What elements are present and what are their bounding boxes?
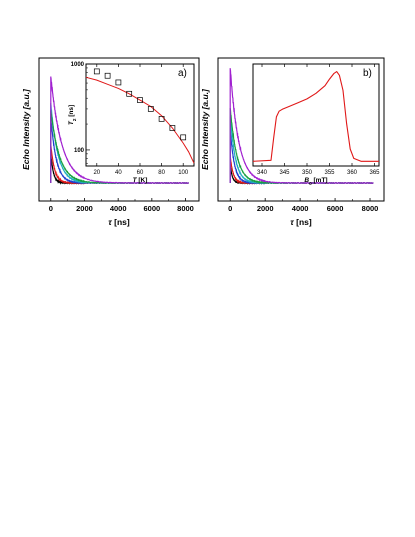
panel-a-x-tick-label: 6000 — [143, 204, 160, 213]
panel-b-x-tick-label: 2000 — [257, 204, 274, 213]
panel-a-inset-data-point — [115, 79, 122, 86]
panel-b-inset-frame — [252, 63, 380, 167]
panel-a-inset-x-tick-label: 40 — [115, 170, 122, 176]
panel-a-x-tick-label: 4000 — [110, 204, 127, 213]
panel-a-inset-x-tick-label: 20 — [93, 170, 100, 176]
panel-b-inset-spectrum-line — [252, 71, 379, 162]
panel-b: 0 2000 4000 6000 8000 τ [ns] Echo Intensity [a… — [200, 57, 385, 227]
panel-a-plot-frame — [38, 57, 200, 202]
panel-a-inset-x-tick-label: 80 — [158, 170, 165, 176]
panel-b-x-axis-title-part-1: [ns] — [294, 217, 312, 227]
panel-a-inset-x-tick-label: 60 — [137, 170, 144, 176]
panel-b-x-tick-label: 0 — [228, 204, 232, 213]
panel-b-inset-x-axis-title: B0 [mT] — [304, 177, 327, 186]
panel-a-x-axis-title-part-1: [ns] — [112, 217, 130, 227]
panel-a-inset-x-axis-title: T [K] — [133, 177, 148, 184]
panel-b-inset-x-tick-label: 350 — [302, 170, 313, 176]
panel-b-x-axis-title: τ [ns] — [290, 217, 312, 227]
panel-a-inset-y-axis-title-part-2: [ns] — [68, 105, 75, 119]
panel-a-x-axis-title-part-0: τ — [108, 217, 112, 227]
panel-a-inset-x-axis-title-part-1: [K] — [137, 177, 148, 184]
panel-b-x-tick-label: 8000 — [362, 204, 379, 213]
panel-a-inset-fit-line — [85, 76, 195, 164]
panel-b-inset-x-axis-title-part-0: B — [304, 177, 309, 184]
panel-a-inset-y-axis-title-part-0: T — [68, 120, 75, 125]
panel-a-inset-x-tick-label: 100 — [178, 170, 189, 176]
panel-a-inset-data-point — [126, 90, 133, 97]
panel-a-label: a) — [178, 68, 187, 79]
panel-a-inset-data-point — [147, 106, 154, 112]
panel-a-x-tick-label: 2000 — [76, 204, 93, 213]
panel-a-decay-series-5 — [50, 76, 190, 184]
panel-a-inset-data-point — [137, 97, 143, 103]
panel-b-plot-frame — [217, 57, 385, 202]
panel-a-inset-y-tick-label: 100 — [74, 148, 85, 154]
panel-a-inset-x-axis-title-part-0: T — [133, 177, 138, 184]
panel-a-inset-y-tick-label: 1000 — [71, 62, 85, 68]
panel-b-y-axis-title: Echo Intensity [a.u.] — [200, 88, 210, 170]
panel-a-inset-y-axis-title: T2 [ns] — [68, 105, 77, 125]
panel-a-inset-data-point — [169, 125, 176, 131]
panel-a-inset-data-point — [180, 134, 187, 141]
panel-a: 0 2000 4000 6000 8000 τ [ns] Echo Intensity [a… — [21, 57, 200, 227]
panel-b-inset-x-tick-label: 365 — [369, 170, 380, 176]
panel-a-x-axis-title: τ [ns] — [108, 217, 130, 227]
panel-b-label: b) — [363, 68, 372, 79]
panel-b-inset-x-tick-label: 340 — [257, 170, 268, 176]
panel-b-x-tick-label: 6000 — [327, 204, 344, 213]
panel-b-inset-x-tick-label: 345 — [279, 170, 290, 176]
panel-a-x-tick-label: 0 — [49, 204, 53, 213]
panel-a-inset-data-point — [93, 68, 100, 75]
panel-b-decay-series-5 — [229, 68, 374, 184]
panel-b-inset-x-tick-label: 360 — [347, 170, 358, 176]
panel-a-inset-data-point — [104, 72, 111, 79]
panel-b-x-tick-label: 4000 — [292, 204, 309, 213]
panel-a-inset-frame — [85, 63, 195, 167]
panel-b-inset-x-axis-title-part-1: 0 — [309, 181, 312, 186]
panel-b-x-axis-title-part-0: τ — [290, 217, 294, 227]
panel-a-x-tick-label: 8000 — [177, 204, 194, 213]
panel-a-y-axis-title: Echo Intensity [a.u.] — [21, 88, 31, 170]
panel-a-inset-y-axis-title-part-1: 2 — [72, 118, 77, 121]
panel-b-inset-x-tick-label: 355 — [324, 170, 335, 176]
panel-a-inset-data-point — [158, 115, 165, 122]
panel-b-inset-x-axis-title-part-2: [mT] — [312, 177, 328, 184]
